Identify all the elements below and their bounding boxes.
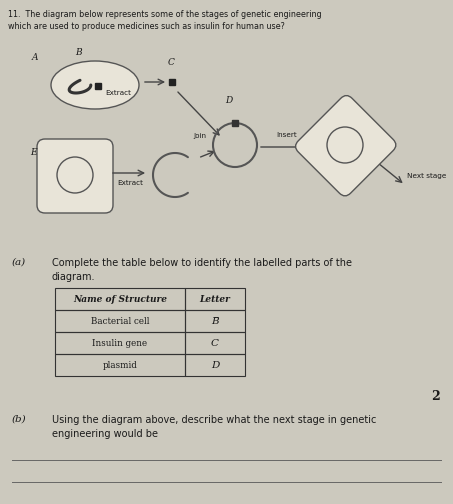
Text: (b): (b) [12, 415, 27, 424]
Text: Insulin gene: Insulin gene [92, 339, 148, 347]
Bar [55, 310, 185, 332]
Text: Bacterial cell: Bacterial cell [91, 317, 149, 326]
Ellipse shape [51, 61, 139, 109]
Text: C: C [168, 58, 175, 67]
Text: D: D [225, 96, 232, 105]
Text: Using the diagram above, describe what the next stage in genetic: Using the diagram above, describe what t… [52, 415, 376, 425]
Text: plasmid: plasmid [102, 360, 137, 369]
FancyBboxPatch shape [37, 139, 113, 213]
Polygon shape [322, 121, 368, 168]
Bar [55, 332, 185, 354]
Text: Complete the table below to identify the labelled parts of the: Complete the table below to identify the… [52, 258, 352, 268]
Text: A: A [32, 53, 39, 62]
Text: C: C [211, 339, 219, 347]
Text: Insert: Insert [277, 132, 297, 138]
Bar [55, 288, 185, 310]
Text: Next stage: Next stage [407, 173, 446, 179]
Text: Extract: Extract [117, 180, 143, 186]
Text: which are used to produce medicines such as insulin for human use?: which are used to produce medicines such… [8, 22, 285, 31]
Text: Name of Structure: Name of Structure [73, 294, 167, 303]
Text: diagram.: diagram. [52, 272, 96, 282]
Text: 2: 2 [431, 390, 440, 403]
Bar [185, 288, 245, 310]
Bar [55, 354, 185, 376]
Text: Extract: Extract [105, 90, 131, 96]
Text: D: D [211, 360, 219, 369]
Bar [185, 310, 245, 332]
Text: (a): (a) [12, 258, 26, 267]
Text: E: E [30, 148, 37, 157]
Text: Join: Join [193, 133, 207, 139]
Text: B̅: B̅ [211, 317, 219, 326]
Text: Letter: Letter [200, 294, 231, 303]
Text: B: B [75, 48, 82, 57]
FancyBboxPatch shape [295, 95, 396, 196]
Text: 11.  The diagram below represents some of the stages of genetic engineering: 11. The diagram below represents some of… [8, 10, 322, 19]
Bar [185, 332, 245, 354]
Bar [185, 354, 245, 376]
Text: engineering would be: engineering would be [52, 429, 158, 439]
